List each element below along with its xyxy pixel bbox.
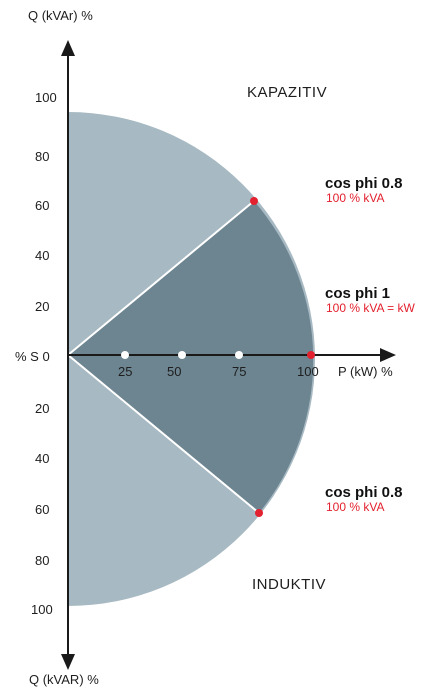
p-marker-75 [235,351,243,359]
q-upper-tick: 80 [35,149,49,164]
q-upper-tick: 60 [35,198,49,213]
p-marker-50 [178,351,186,359]
q-lower-tick: 40 [35,451,49,466]
p-axis-arrow-right-icon [380,348,396,362]
p-marker-100 [307,351,315,359]
q-lower-tick: 60 [35,502,49,517]
p-tick: 75 [232,364,246,379]
q-upper-tick: 40 [35,248,49,263]
region-label-capacitive: KAPAZITIV [247,84,327,101]
annotation-inductive-subtitle: 100 % kVA [326,500,384,514]
q-axis-bottom-label: Q (kVAR) % [29,672,99,687]
capability-area-dark [68,201,314,513]
p-tick: 50 [167,364,181,379]
q-upper-tick: 20 [35,299,49,314]
q-lower-tick: 20 [35,401,49,416]
region-label-inductive: INDUKTIV [252,576,326,593]
p-tick: 25 [118,364,132,379]
q-upper-tick: 100 [35,90,57,105]
q-axis-arrow-down-icon [61,654,75,670]
p-marker-25 [121,351,129,359]
origin-label: % S 0 [15,349,50,364]
cos-phi-cap-marker [250,197,258,205]
q-lower-tick: 80 [35,553,49,568]
q-lower-tick: 100 [31,602,53,617]
annotation-unity-subtitle: 100 % kVA = kW [326,301,415,315]
q-axis-arrow-up-icon [61,40,75,56]
cos-phi-boundary-capacitive [67,200,255,356]
annotation-inductive-title: cos phi 0.8 [325,484,403,501]
annotation-unity-title: cos phi 1 [325,285,390,302]
cos-phi-ind-marker [255,509,263,517]
annotation-capacitive-subtitle: 100 % kVA [326,191,384,205]
p-axis-label: P (kW) % [338,364,393,379]
q-axis-top-label: Q (kVAr) % [28,8,93,23]
annotation-capacitive-title: cos phi 0.8 [325,175,403,192]
p-tick: 100 [297,364,319,379]
cos-phi-boundary-inductive [67,354,260,514]
